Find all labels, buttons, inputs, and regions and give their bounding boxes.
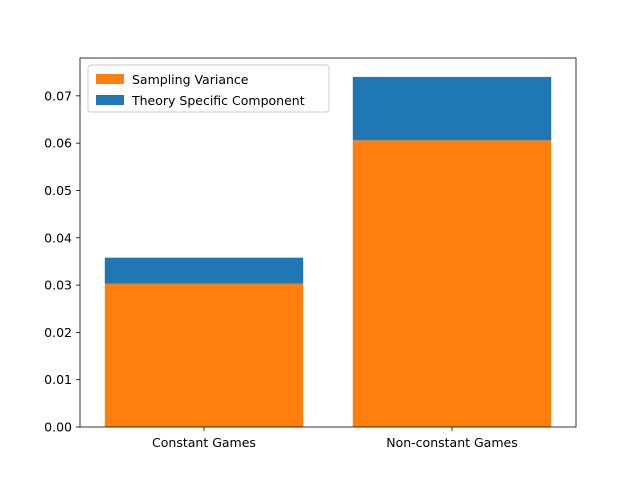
x-tick-label: Non-constant Games	[386, 435, 517, 450]
legend-label: Sampling Variance	[132, 72, 249, 87]
axes-layer: Constant Games Non-constant Games 0.00 0.01…	[44, 57, 577, 450]
bar-theory-specific-0	[104, 257, 304, 284]
bar-sampling-variance-0	[104, 283, 304, 427]
bar-sampling-variance-1	[352, 140, 552, 428]
legend: Sampling Variance Theory Specific Compone…	[87, 64, 330, 113]
bars-layer	[104, 76, 552, 428]
legend-swatch	[96, 74, 124, 84]
y-tick-label: 0.02	[44, 325, 72, 340]
legend-label: Theory Specific Component	[131, 93, 305, 108]
legend-box	[87, 64, 330, 113]
y-tick-label: 0.06	[44, 136, 72, 151]
plot-frame	[79, 57, 577, 428]
y-tick-label: 0.05	[44, 183, 72, 198]
x-tick-label: Constant Games	[152, 435, 256, 450]
y-tick-label: 0.00	[44, 420, 72, 435]
y-tick-label: 0.01	[44, 372, 72, 387]
bar-theory-specific-1	[352, 76, 552, 141]
y-tick-label: 0.04	[44, 230, 72, 245]
y-tick-label: 0.03	[44, 278, 72, 293]
legend-swatch	[96, 95, 124, 105]
y-tick-label: 0.07	[44, 88, 72, 103]
